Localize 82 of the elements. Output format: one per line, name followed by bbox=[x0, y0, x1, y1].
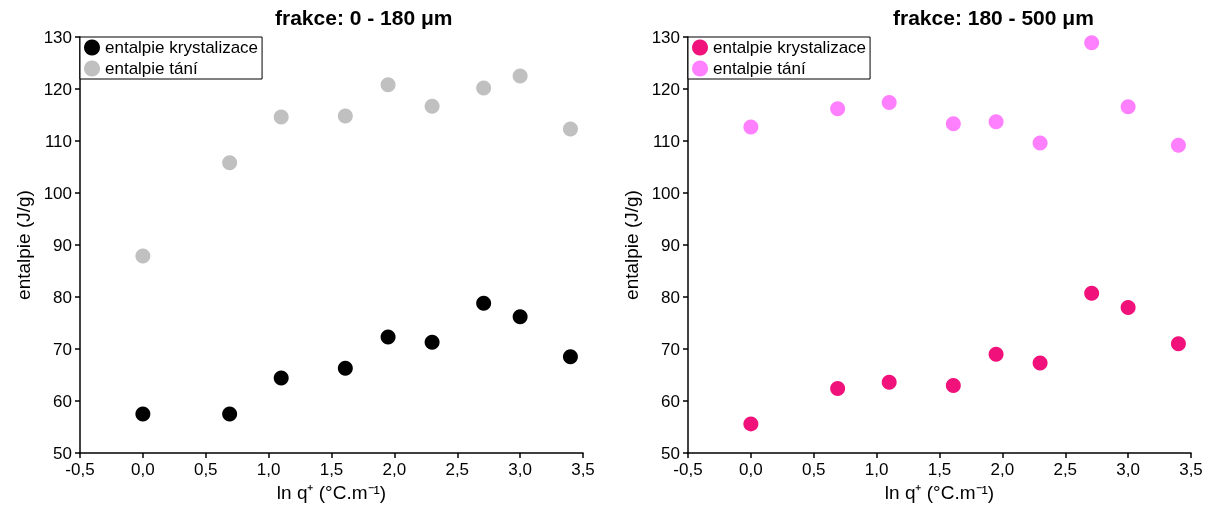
point bbox=[273, 109, 289, 125]
y-tick-label: 130 bbox=[651, 27, 680, 47]
x-tick-label: -0,5 bbox=[673, 460, 703, 479]
legend-label: entalpie tání bbox=[713, 59, 806, 78]
y-tick-label: 110 bbox=[44, 131, 72, 151]
x-tick-label: 0,5 bbox=[193, 460, 218, 479]
y-tick-label: 120 bbox=[43, 79, 72, 99]
y-tick-label: 70 bbox=[53, 339, 72, 359]
point bbox=[512, 68, 528, 84]
x-axis-title: ln q⁺ (°C.m⁻¹) bbox=[276, 482, 387, 503]
y-tick-label: 80 bbox=[661, 287, 680, 307]
y-tick-label: 90 bbox=[661, 235, 680, 255]
point bbox=[380, 77, 396, 93]
point bbox=[337, 360, 353, 376]
point bbox=[337, 108, 353, 124]
point bbox=[1120, 299, 1136, 315]
x-tick-label: 3,0 bbox=[1116, 460, 1140, 479]
x-tick-label: 1,5 bbox=[319, 460, 344, 479]
point bbox=[830, 381, 846, 397]
x-tick-label: 2,5 bbox=[1053, 460, 1078, 479]
point bbox=[222, 406, 238, 422]
point bbox=[512, 309, 528, 325]
x-tick-label: 3,5 bbox=[1179, 460, 1203, 479]
y-tick-label: 100 bbox=[651, 183, 680, 203]
y-tick-label: 70 bbox=[661, 339, 680, 359]
point bbox=[988, 346, 1004, 362]
chart-title: frakce: 180 - 500 μm bbox=[893, 6, 1094, 29]
point bbox=[222, 155, 238, 171]
y-axis-title: entalpie (J/g) bbox=[620, 190, 642, 300]
x-tick-label: 0,0 bbox=[131, 460, 155, 479]
point bbox=[743, 119, 759, 135]
point bbox=[380, 329, 396, 345]
point bbox=[1120, 99, 1136, 115]
y-tick-label: 130 bbox=[43, 27, 72, 47]
x-tick-label: 3,0 bbox=[508, 460, 532, 479]
point bbox=[273, 370, 289, 386]
y-tick-label: 80 bbox=[53, 287, 72, 307]
point bbox=[1170, 336, 1186, 352]
legend-label: entalpie krystalizace bbox=[105, 38, 259, 57]
y-tick-label: 60 bbox=[661, 391, 680, 411]
point bbox=[945, 116, 961, 132]
point bbox=[476, 295, 492, 311]
point bbox=[562, 349, 578, 365]
point bbox=[1170, 137, 1186, 153]
legend-label: entalpie krystalizace bbox=[713, 38, 867, 57]
x-tick-label: 0,0 bbox=[739, 460, 763, 479]
point bbox=[881, 95, 897, 111]
point bbox=[562, 121, 578, 137]
point bbox=[1084, 285, 1100, 301]
legend-label: entalpie tání bbox=[105, 59, 198, 78]
x-tick-label: 1,5 bbox=[927, 460, 952, 479]
point bbox=[135, 406, 151, 422]
point bbox=[881, 374, 897, 390]
x-tick-label: 0,5 bbox=[801, 460, 826, 479]
point bbox=[135, 248, 151, 264]
point bbox=[830, 101, 846, 117]
x-tick-label: 2,0 bbox=[382, 460, 407, 479]
x-axis-title: ln q⁺ (°C.m⁻¹) bbox=[884, 482, 995, 503]
y-tick-label: 60 bbox=[53, 391, 72, 411]
point bbox=[1032, 135, 1048, 151]
point bbox=[743, 416, 759, 432]
point bbox=[1032, 355, 1048, 371]
y-tick-label: 120 bbox=[651, 79, 680, 99]
y-axis-title: entalpie (J/g) bbox=[12, 190, 34, 300]
y-tick-label: 50 bbox=[661, 443, 680, 463]
point bbox=[424, 334, 440, 350]
y-tick-label: 50 bbox=[53, 443, 72, 463]
y-tick-label: 110 bbox=[652, 131, 680, 151]
point bbox=[1084, 35, 1100, 51]
point bbox=[424, 98, 440, 114]
y-tick-label: 100 bbox=[43, 183, 72, 203]
point bbox=[988, 114, 1004, 130]
x-tick-label: 2,5 bbox=[445, 460, 470, 479]
point bbox=[476, 80, 492, 96]
x-tick-label: 1,0 bbox=[256, 460, 281, 479]
chart-title: frakce: 0 - 180 μm bbox=[275, 6, 453, 29]
point bbox=[945, 377, 961, 393]
x-tick-label: 2,0 bbox=[990, 460, 1015, 479]
x-tick-label: 1,0 bbox=[864, 460, 889, 479]
x-tick-label: 3,5 bbox=[571, 460, 595, 479]
y-tick-label: 90 bbox=[53, 235, 72, 255]
x-tick-label: -0,5 bbox=[65, 460, 95, 479]
